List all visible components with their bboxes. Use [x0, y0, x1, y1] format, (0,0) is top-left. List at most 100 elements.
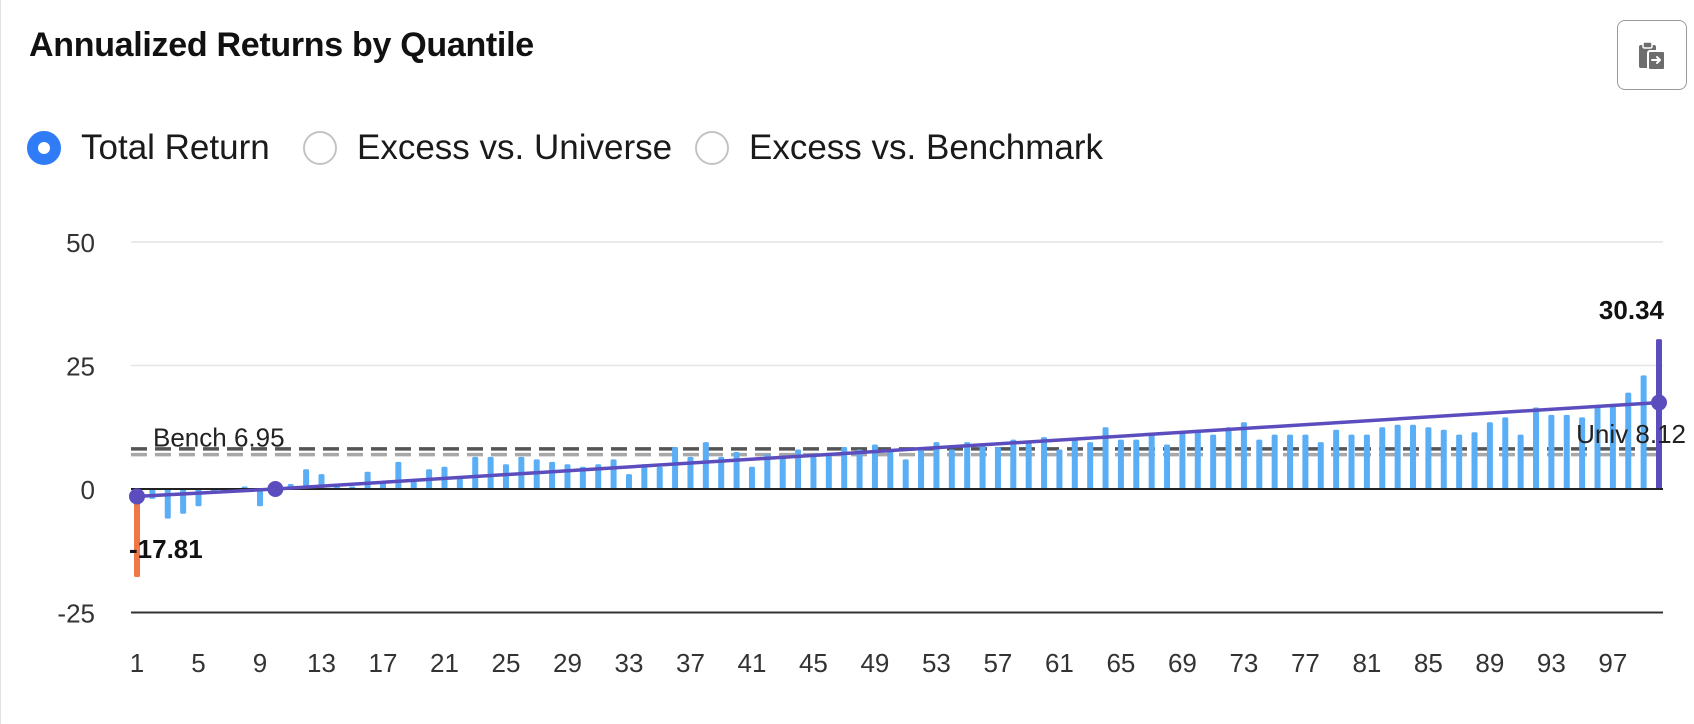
x-tick-label: 61 — [1045, 648, 1074, 678]
x-tick-label: 37 — [676, 648, 705, 678]
x-tick-label: 17 — [369, 648, 398, 678]
bar-q81 — [1363, 434, 1370, 489]
bar-q84 — [1410, 424, 1417, 489]
bar-q68 — [1164, 444, 1171, 489]
chart-title: Annualized Returns by Quantile — [29, 26, 534, 64]
bar-q73 — [1240, 422, 1247, 489]
bar-q30 — [579, 466, 586, 489]
bar-q88 — [1471, 432, 1478, 489]
bar-q63 — [1087, 442, 1094, 489]
x-tick-label: 53 — [922, 648, 951, 678]
bar-q87 — [1456, 434, 1463, 489]
bar-q86 — [1440, 429, 1447, 489]
bar-q51 — [902, 459, 909, 489]
bar-q58 — [1010, 439, 1017, 489]
bar-q89 — [1486, 422, 1493, 489]
bar-q18 — [395, 461, 402, 489]
clipboard-copy-icon — [1639, 41, 1666, 71]
bar-q23 — [472, 456, 479, 489]
bar-q34 — [641, 464, 648, 489]
bar-q91 — [1517, 434, 1524, 489]
x-tick-label: 21 — [430, 648, 459, 678]
bar-q90 — [1502, 417, 1509, 489]
bar-q37 — [687, 456, 694, 489]
radio-indicator — [695, 131, 729, 165]
x-tick-label: 73 — [1229, 648, 1258, 678]
min-value-label: -17.81 — [129, 534, 203, 564]
radio-excess-vs-benchmark[interactable]: Excess vs. Benchmark — [695, 122, 1103, 174]
y-tick-label: 50 — [66, 228, 95, 258]
x-tick-label: 25 — [492, 648, 521, 678]
x-tick-label: 77 — [1291, 648, 1320, 678]
radio-label: Total Return — [81, 128, 270, 167]
bar-q75 — [1271, 434, 1278, 489]
bar-q93 — [1548, 414, 1555, 489]
bar-q95 — [1579, 417, 1586, 489]
bench-label: Bench 6.95 — [153, 423, 285, 453]
x-tick-label: 85 — [1414, 648, 1443, 678]
bar-q52 — [918, 449, 925, 489]
bar-q92 — [1533, 407, 1540, 489]
bar-q60 — [1041, 437, 1048, 489]
bar-q44 — [795, 449, 802, 489]
x-tick-label: 89 — [1475, 648, 1504, 678]
max-value-label: 30.34 — [1599, 295, 1665, 325]
bar-q76 — [1287, 434, 1294, 489]
radio-excess-vs-universe[interactable]: Excess vs. Universe — [303, 122, 672, 174]
bar-q94 — [1563, 414, 1570, 489]
bar-q35 — [656, 466, 663, 489]
bar-q78 — [1317, 442, 1324, 489]
bar-q45 — [810, 456, 817, 489]
bar-q77 — [1302, 434, 1309, 489]
trend-marker — [1651, 394, 1667, 411]
bar-q1 — [134, 489, 140, 577]
bar-q28 — [549, 461, 556, 489]
bar-q56 — [979, 444, 986, 489]
bar-q65 — [1117, 439, 1124, 489]
bar-q96 — [1594, 407, 1601, 489]
x-tick-label: 9 — [253, 648, 267, 678]
bar-q85 — [1425, 427, 1432, 489]
trend-marker — [129, 488, 145, 505]
bar-q32 — [610, 459, 617, 489]
bar-q50 — [887, 449, 894, 489]
x-tick-label: 97 — [1598, 648, 1627, 678]
x-tick-label: 41 — [737, 648, 766, 678]
bar-q12 — [303, 469, 310, 489]
bar-q64 — [1102, 427, 1109, 489]
bar-q69 — [1179, 432, 1186, 489]
x-tick-label: 57 — [983, 648, 1012, 678]
x-tick-label: 29 — [553, 648, 582, 678]
bar-q53 — [933, 442, 940, 489]
radio-label: Excess vs. Benchmark — [749, 128, 1103, 167]
bar-q9 — [256, 489, 263, 507]
radio-total-return[interactable]: Total Return — [27, 122, 270, 174]
bar-q24 — [487, 456, 494, 489]
x-tick-label: 1 — [130, 648, 144, 678]
bar-q48 — [856, 449, 863, 489]
bar-q62 — [1071, 439, 1078, 489]
bar-q100 — [1656, 339, 1662, 489]
bar-q22 — [456, 476, 463, 489]
univ-label: Univ 8.12 — [1576, 419, 1686, 449]
trend-marker — [267, 481, 284, 497]
bar-q74 — [1256, 439, 1263, 489]
bar-q67 — [1148, 434, 1155, 489]
copy-button[interactable] — [1617, 20, 1687, 90]
x-tick-label: 81 — [1352, 648, 1381, 678]
radio-indicator — [27, 131, 61, 165]
bar-q49 — [871, 444, 878, 489]
x-tick-label: 49 — [860, 648, 889, 678]
x-tick-label: 5 — [191, 648, 205, 678]
bar-q80 — [1348, 434, 1355, 489]
bar-q98 — [1625, 392, 1632, 489]
bar-q55 — [964, 442, 971, 489]
bar-q46 — [825, 454, 832, 489]
bar-q61 — [1056, 449, 1063, 489]
radio-label: Excess vs. Universe — [357, 128, 673, 167]
x-tick-label: 45 — [799, 648, 828, 678]
bar-q97 — [1609, 405, 1616, 489]
bar-q42 — [764, 454, 771, 489]
bar-q72 — [1225, 427, 1232, 489]
